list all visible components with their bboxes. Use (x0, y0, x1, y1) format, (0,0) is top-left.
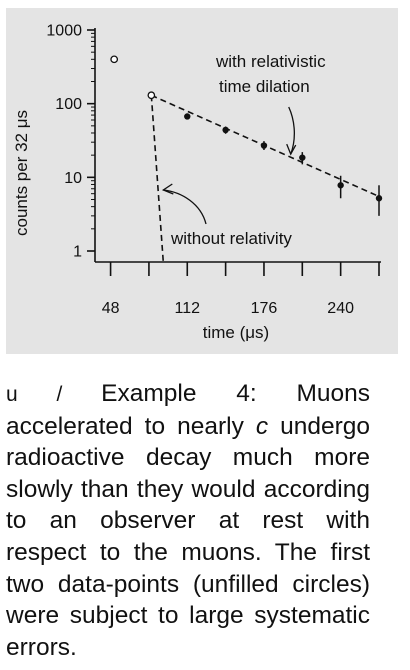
unfilled-data-point (147, 91, 156, 100)
relativistic-pointer-arrowhead (286, 143, 297, 156)
y-axis-label: counts per 32 μs (12, 110, 31, 236)
x-tick-label: 112 (175, 300, 201, 317)
annotations: with relativistic time dilation without re… (161, 52, 326, 248)
data-points (110, 55, 383, 216)
filled-data-point (337, 182, 344, 189)
filled-data-point (222, 126, 229, 134)
x-tick-label: 240 (327, 300, 354, 317)
filled-data-point (184, 113, 191, 120)
nonrelativistic-pointer (163, 189, 207, 225)
unfilled-data-point (110, 55, 119, 64)
filled-data-point (260, 142, 268, 149)
x-tick-label: 176 (251, 300, 278, 317)
nonrelativistic-pointer-arrowhead (161, 183, 174, 195)
caption-rest: undergo radioactive decay much more slow… (6, 412, 370, 661)
relativistic-pointer (288, 106, 295, 155)
annotation-nonrelativistic: without relativity (170, 229, 292, 248)
caption-tag: u / (6, 383, 102, 406)
caption-variable: c (255, 412, 269, 440)
y-tick-label: 1000 (46, 23, 82, 40)
figure-caption: u / Example 4: Muons accelerated to near… (6, 378, 370, 663)
filled-data-point (375, 195, 383, 202)
nonrelativistic-fit-line (150, 95, 165, 263)
filled-data-point (299, 154, 306, 161)
y-tick-label: 100 (55, 96, 82, 113)
axes: 1 10 100 1000 48 112 176 240 time (μs) counts per… (12, 23, 381, 342)
plot-panel: 1 10 100 1000 48 112 176 240 time (μs) counts per… (6, 8, 398, 354)
x-axis-label: time (μs) (203, 323, 269, 342)
muon-decay-chart: 1 10 100 1000 48 112 176 240 time (μs) counts per… (12, 23, 383, 342)
annotation-relativistic-line2: time dilation (219, 77, 310, 96)
y-tick-label: 1 (73, 244, 82, 261)
caption-lead: Example 4: Muons accelerated to nearly (6, 380, 370, 440)
annotation-relativistic-line1: with relativistic (215, 52, 326, 71)
x-tick-label: 48 (102, 300, 120, 317)
y-tick-label: 10 (64, 170, 82, 187)
